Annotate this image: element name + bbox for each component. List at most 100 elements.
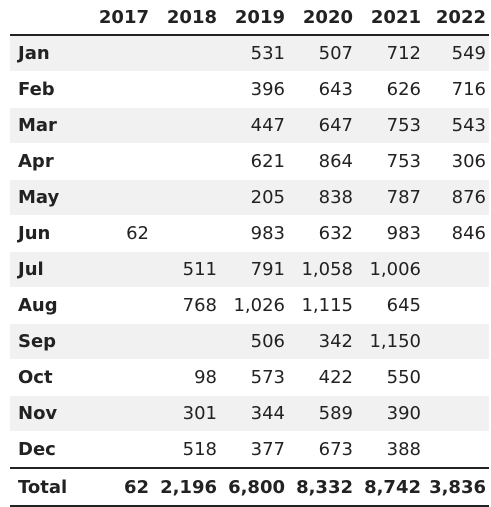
value-cell: 1,006 <box>356 251 424 288</box>
table-row: Jan 531 507 712 549 <box>10 34 489 72</box>
table-body: Jan 531 507 712 549 Feb 396 643 626 716 Mar 447 647 7… <box>10 34 489 468</box>
value-cell: 838 <box>288 179 356 216</box>
table-row: Dec 518 377 673 388 <box>10 431 489 468</box>
value-cell: 716 <box>424 71 489 108</box>
month-label: Oct <box>10 359 84 396</box>
value-cell: 205 <box>220 179 288 216</box>
table-row: Aug 768 1,026 1,115 645 <box>10 287 489 324</box>
value-cell <box>84 107 152 144</box>
table-row: Mar 447 647 753 543 <box>10 107 489 144</box>
value-cell <box>152 34 220 72</box>
value-cell: 632 <box>288 215 356 252</box>
table-row: Apr 621 864 753 306 <box>10 143 489 180</box>
value-cell <box>152 215 220 252</box>
value-cell <box>424 359 489 396</box>
table-row: Jul 511 791 1,058 1,006 <box>10 251 489 288</box>
total-cell: 8,332 <box>288 467 356 507</box>
monthly-table-container: 2017 2018 2019 2020 2021 2022 Jan 531 507 7… <box>10 0 489 507</box>
value-cell: 390 <box>356 395 424 432</box>
month-label: Jan <box>10 34 84 72</box>
value-cell: 1,058 <box>288 251 356 288</box>
value-cell: 301 <box>152 395 220 432</box>
value-cell <box>84 323 152 360</box>
value-cell: 846 <box>424 215 489 252</box>
table-row: Jun 62 983 632 983 846 <box>10 215 489 252</box>
table-row: Oct 98 573 422 550 <box>10 359 489 396</box>
month-label: May <box>10 179 84 216</box>
value-cell <box>424 251 489 288</box>
value-cell: 422 <box>288 359 356 396</box>
month-label: Jun <box>10 215 84 252</box>
value-cell <box>152 143 220 180</box>
value-cell: 377 <box>220 431 288 468</box>
value-cell: 306 <box>424 143 489 180</box>
total-label: Total <box>10 467 84 507</box>
value-cell <box>84 71 152 108</box>
value-cell: 753 <box>356 143 424 180</box>
value-cell: 543 <box>424 107 489 144</box>
value-cell: 983 <box>220 215 288 252</box>
value-cell: 506 <box>220 323 288 360</box>
value-cell: 98 <box>152 359 220 396</box>
value-cell: 507 <box>288 34 356 72</box>
value-cell <box>424 287 489 324</box>
month-label: Jul <box>10 251 84 288</box>
value-cell: 712 <box>356 34 424 72</box>
value-cell: 1,150 <box>356 323 424 360</box>
value-cell: 589 <box>288 395 356 432</box>
value-cell: 753 <box>356 107 424 144</box>
value-cell: 396 <box>220 71 288 108</box>
value-cell <box>84 287 152 324</box>
value-cell: 626 <box>356 71 424 108</box>
value-cell: 344 <box>220 395 288 432</box>
year-header: 2019 <box>220 0 288 36</box>
value-cell: 983 <box>356 215 424 252</box>
total-cell: 2,196 <box>152 467 220 507</box>
year-header: 2021 <box>356 0 424 36</box>
value-cell: 518 <box>152 431 220 468</box>
value-cell: 573 <box>220 359 288 396</box>
total-cell: 6,800 <box>220 467 288 507</box>
year-header: 2018 <box>152 0 220 36</box>
value-cell: 511 <box>152 251 220 288</box>
value-cell <box>84 34 152 72</box>
table-row: Sep 506 342 1,150 <box>10 323 489 360</box>
value-cell: 768 <box>152 287 220 324</box>
year-header: 2020 <box>288 0 356 36</box>
total-row: Total 62 2,196 6,800 8,332 8,742 3,836 <box>10 467 489 507</box>
year-header: 2022 <box>424 0 489 36</box>
table-row: May 205 838 787 876 <box>10 179 489 216</box>
value-cell: 791 <box>220 251 288 288</box>
month-label: Sep <box>10 323 84 360</box>
value-cell: 621 <box>220 143 288 180</box>
month-label: Aug <box>10 287 84 324</box>
value-cell <box>152 71 220 108</box>
table-row: Nov 301 344 589 390 <box>10 395 489 432</box>
value-cell: 62 <box>84 215 152 252</box>
value-cell <box>84 359 152 396</box>
value-cell: 388 <box>356 431 424 468</box>
value-cell <box>84 251 152 288</box>
value-cell: 864 <box>288 143 356 180</box>
year-header: 2017 <box>84 0 152 36</box>
value-cell: 342 <box>288 323 356 360</box>
month-label: Mar <box>10 107 84 144</box>
value-cell: 647 <box>288 107 356 144</box>
month-label: Nov <box>10 395 84 432</box>
value-cell <box>152 323 220 360</box>
value-cell <box>84 179 152 216</box>
value-cell: 447 <box>220 107 288 144</box>
value-cell <box>84 395 152 432</box>
value-cell <box>84 431 152 468</box>
monthly-totals-table: 2017 2018 2019 2020 2021 2022 Jan 531 507 7… <box>10 0 489 507</box>
corner-header <box>10 0 84 36</box>
header-row: 2017 2018 2019 2020 2021 2022 <box>10 0 489 36</box>
value-cell <box>424 395 489 432</box>
value-cell: 1,115 <box>288 287 356 324</box>
month-label: Apr <box>10 143 84 180</box>
value-cell: 643 <box>288 71 356 108</box>
month-label: Feb <box>10 71 84 108</box>
value-cell: 531 <box>220 34 288 72</box>
table-row: Feb 396 643 626 716 <box>10 71 489 108</box>
value-cell: 673 <box>288 431 356 468</box>
